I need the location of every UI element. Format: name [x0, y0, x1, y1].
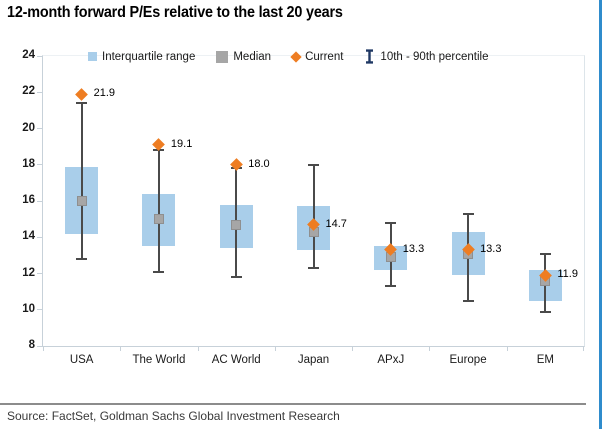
- x-axis-tick: [43, 347, 44, 351]
- x-axis-label: The World: [132, 354, 186, 366]
- percentile-ibeam-icon: [366, 49, 374, 64]
- y-axis-tick-label: 20: [22, 121, 35, 134]
- x-axis-tick: [429, 347, 431, 351]
- median-marker: [231, 219, 242, 230]
- y-axis-tick: [37, 91, 42, 93]
- current-value-label: 21.9: [93, 87, 116, 100]
- current-value-label: 11.9: [557, 268, 578, 281]
- percentile-whisker: [312, 164, 315, 269]
- interquartile-range-swatch-icon: [88, 52, 97, 61]
- whisker-cap-bottom: [230, 276, 242, 279]
- percentile-whisker: [80, 103, 83, 259]
- y-axis-tick: [37, 128, 42, 129]
- x-axis-tick: [583, 347, 584, 351]
- percentile-whisker: [157, 150, 160, 272]
- y-axis-tick-label: 10: [22, 302, 35, 315]
- x-axis-tick: [352, 347, 354, 351]
- legend-item-current: Current: [290, 50, 344, 63]
- whisker-cap-bottom: [153, 270, 165, 273]
- y-axis-tick-label: 24: [22, 49, 35, 61]
- y-axis-tick-label: 8: [28, 339, 35, 351]
- whisker-cap-top: [385, 221, 397, 224]
- current-value-label: 13.3: [480, 242, 502, 255]
- y-axis-tick-label: 14: [22, 230, 35, 243]
- current-value-label: 18.0: [248, 157, 270, 170]
- y-axis-tick: [37, 164, 42, 166]
- median-marker: [76, 196, 87, 206]
- y-axis-tick: [37, 345, 42, 347]
- x-axis-label: APxJ: [377, 354, 405, 366]
- x-axis-label: AC World: [211, 354, 261, 366]
- x-axis-label: Europe: [449, 354, 487, 366]
- current-diamond-icon: [290, 50, 302, 63]
- whisker-cap-top: [462, 212, 474, 215]
- y-axis-tick-label: 18: [22, 157, 35, 170]
- x-axis-label: Japan: [297, 354, 330, 366]
- x-axis-label: EM: [536, 354, 554, 366]
- whisker-cap-top: [539, 252, 551, 255]
- whisker-cap-bottom: [308, 267, 319, 270]
- whisker-cap-bottom: [76, 258, 88, 260]
- legend-label-current: Current: [305, 50, 344, 63]
- x-axis-tick: [506, 347, 508, 351]
- y-axis-tick: [37, 309, 42, 311]
- plot-area: 8 10 12 14 16 18 20 22 24 21.9 USA 19.1 The World 18.…: [22, 49, 585, 366]
- whisker-cap-bottom: [385, 285, 397, 288]
- source-text: Source: FactSet, Goldman Sachs Global In…: [7, 409, 340, 423]
- chart-title: 12-month forward P/Es relative to the la…: [7, 4, 343, 21]
- median-marker: [153, 214, 164, 225]
- legend-label-median: Median: [233, 50, 272, 63]
- source-divider: [0, 403, 586, 405]
- whisker-cap-top: [76, 102, 88, 105]
- y-axis-tick-label: 22: [22, 85, 35, 98]
- x-axis-label: USA: [69, 354, 94, 366]
- legend-item-percentile: 10th - 90th percentile: [364, 49, 488, 64]
- legend-item-interquartile-range: Interquartile range: [88, 51, 195, 63]
- legend-label-percentile: 10th - 90th percentile: [380, 50, 489, 63]
- y-axis-tick: [37, 236, 42, 238]
- whisker-cap-bottom: [539, 310, 551, 313]
- x-axis-tick: [197, 347, 199, 351]
- current-value-label: 19.1: [170, 137, 193, 150]
- x-axis-tick: [274, 347, 276, 351]
- y-axis-tick-label: 16: [22, 194, 35, 206]
- page-right-border: [599, 0, 602, 429]
- median-swatch-icon: [216, 50, 229, 63]
- y-axis-tick: [37, 55, 42, 57]
- legend-item-median: Median: [216, 50, 272, 63]
- y-axis-tick: [37, 200, 42, 202]
- legend-label-interquartile-range: Interquartile range: [102, 50, 196, 63]
- chart-legend: Interquartile range Median Current 10th …: [88, 49, 488, 64]
- y-axis-tick-label: 12: [22, 266, 35, 279]
- current-marker: [75, 87, 89, 101]
- whisker-cap-top: [308, 163, 319, 166]
- current-value-label: 14.7: [325, 217, 347, 230]
- current-value-label: 13.3: [402, 242, 425, 255]
- y-axis-tick: [37, 273, 42, 274]
- whisker-cap-bottom: [462, 299, 474, 302]
- x-axis-tick: [120, 347, 122, 351]
